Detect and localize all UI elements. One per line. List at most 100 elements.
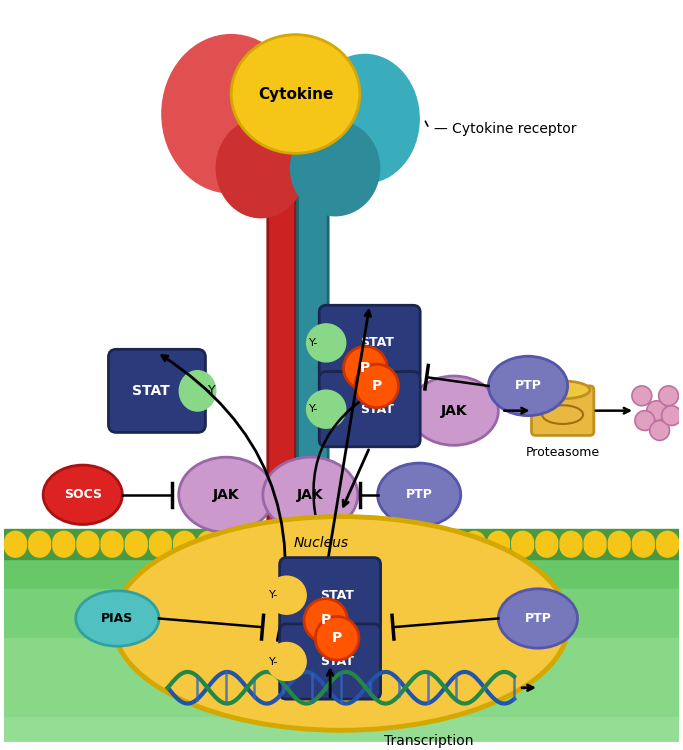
Circle shape bbox=[512, 536, 533, 557]
Bar bbox=[3, 530, 680, 559]
Ellipse shape bbox=[362, 391, 417, 440]
Bar bbox=[3, 663, 680, 670]
Circle shape bbox=[198, 536, 219, 557]
Circle shape bbox=[304, 598, 348, 642]
Bar bbox=[3, 644, 680, 652]
Circle shape bbox=[632, 532, 654, 554]
Text: PTP: PTP bbox=[514, 380, 542, 392]
Text: — Cytokine receptor: — Cytokine receptor bbox=[434, 122, 576, 136]
Circle shape bbox=[5, 532, 27, 554]
Ellipse shape bbox=[290, 121, 380, 216]
Bar bbox=[3, 596, 680, 603]
Circle shape bbox=[198, 532, 219, 554]
Text: P: P bbox=[372, 379, 382, 393]
Circle shape bbox=[488, 532, 510, 554]
Circle shape bbox=[632, 536, 654, 557]
FancyBboxPatch shape bbox=[319, 371, 420, 447]
Text: Cytokine: Cytokine bbox=[257, 86, 333, 101]
Circle shape bbox=[316, 616, 359, 660]
Bar bbox=[3, 675, 680, 682]
Bar bbox=[3, 742, 680, 750]
Bar bbox=[3, 651, 680, 658]
Ellipse shape bbox=[231, 34, 360, 154]
Circle shape bbox=[632, 386, 652, 406]
Circle shape bbox=[222, 536, 244, 557]
Circle shape bbox=[609, 536, 630, 557]
Bar bbox=[3, 572, 680, 578]
Ellipse shape bbox=[307, 390, 346, 428]
Bar bbox=[3, 657, 680, 664]
Bar bbox=[3, 718, 680, 742]
Circle shape bbox=[344, 346, 387, 390]
Circle shape bbox=[391, 536, 413, 557]
Circle shape bbox=[512, 532, 533, 554]
Text: Proteasome: Proteasome bbox=[526, 446, 600, 459]
Ellipse shape bbox=[179, 370, 216, 411]
Circle shape bbox=[536, 536, 558, 557]
Ellipse shape bbox=[217, 118, 305, 218]
Bar bbox=[3, 700, 680, 706]
Circle shape bbox=[464, 536, 485, 557]
Circle shape bbox=[656, 532, 678, 554]
Bar bbox=[3, 559, 680, 566]
Circle shape bbox=[101, 532, 123, 554]
Circle shape bbox=[439, 532, 461, 554]
Circle shape bbox=[609, 532, 630, 554]
Circle shape bbox=[77, 532, 99, 554]
Text: P: P bbox=[360, 361, 370, 375]
Circle shape bbox=[560, 536, 582, 557]
Circle shape bbox=[439, 536, 461, 557]
Circle shape bbox=[488, 536, 510, 557]
Circle shape bbox=[584, 532, 606, 554]
Circle shape bbox=[222, 532, 244, 554]
Bar bbox=[3, 602, 680, 609]
Circle shape bbox=[77, 536, 99, 557]
Bar bbox=[3, 681, 680, 688]
Circle shape bbox=[173, 532, 195, 554]
Ellipse shape bbox=[378, 463, 461, 526]
Circle shape bbox=[391, 532, 413, 554]
Ellipse shape bbox=[263, 458, 358, 532]
FancyBboxPatch shape bbox=[531, 386, 594, 436]
Circle shape bbox=[647, 400, 667, 421]
Circle shape bbox=[662, 406, 682, 425]
Text: Transcription: Transcription bbox=[385, 734, 474, 748]
Ellipse shape bbox=[535, 381, 590, 399]
Bar bbox=[3, 589, 680, 742]
Ellipse shape bbox=[179, 458, 274, 532]
FancyBboxPatch shape bbox=[279, 557, 380, 633]
Ellipse shape bbox=[113, 517, 569, 730]
Text: JAK: JAK bbox=[297, 488, 324, 502]
Ellipse shape bbox=[267, 576, 306, 614]
Bar bbox=[3, 608, 680, 615]
Circle shape bbox=[650, 421, 669, 440]
Bar bbox=[3, 632, 680, 640]
Ellipse shape bbox=[162, 34, 301, 193]
Text: STAT: STAT bbox=[133, 384, 170, 398]
Ellipse shape bbox=[488, 356, 568, 416]
Text: P: P bbox=[332, 632, 342, 645]
Bar bbox=[3, 620, 680, 627]
Text: Y-: Y- bbox=[309, 404, 318, 414]
Bar bbox=[3, 638, 680, 646]
Circle shape bbox=[29, 536, 51, 557]
Circle shape bbox=[584, 536, 606, 557]
Circle shape bbox=[173, 536, 195, 557]
Bar bbox=[3, 566, 680, 572]
Bar bbox=[3, 712, 680, 718]
Ellipse shape bbox=[43, 465, 122, 524]
Circle shape bbox=[53, 536, 74, 557]
Text: Y-: Y- bbox=[309, 338, 318, 348]
Text: PIAS: PIAS bbox=[101, 612, 133, 625]
Circle shape bbox=[53, 532, 74, 554]
Bar bbox=[3, 687, 680, 694]
Bar bbox=[3, 718, 680, 724]
FancyBboxPatch shape bbox=[279, 624, 380, 699]
Bar bbox=[3, 590, 680, 597]
Text: PTP: PTP bbox=[525, 612, 551, 625]
Text: Ub: Ub bbox=[382, 410, 397, 421]
Bar bbox=[3, 584, 680, 590]
Circle shape bbox=[150, 536, 171, 557]
Text: Nucleus: Nucleus bbox=[294, 536, 349, 550]
Circle shape bbox=[415, 532, 437, 554]
